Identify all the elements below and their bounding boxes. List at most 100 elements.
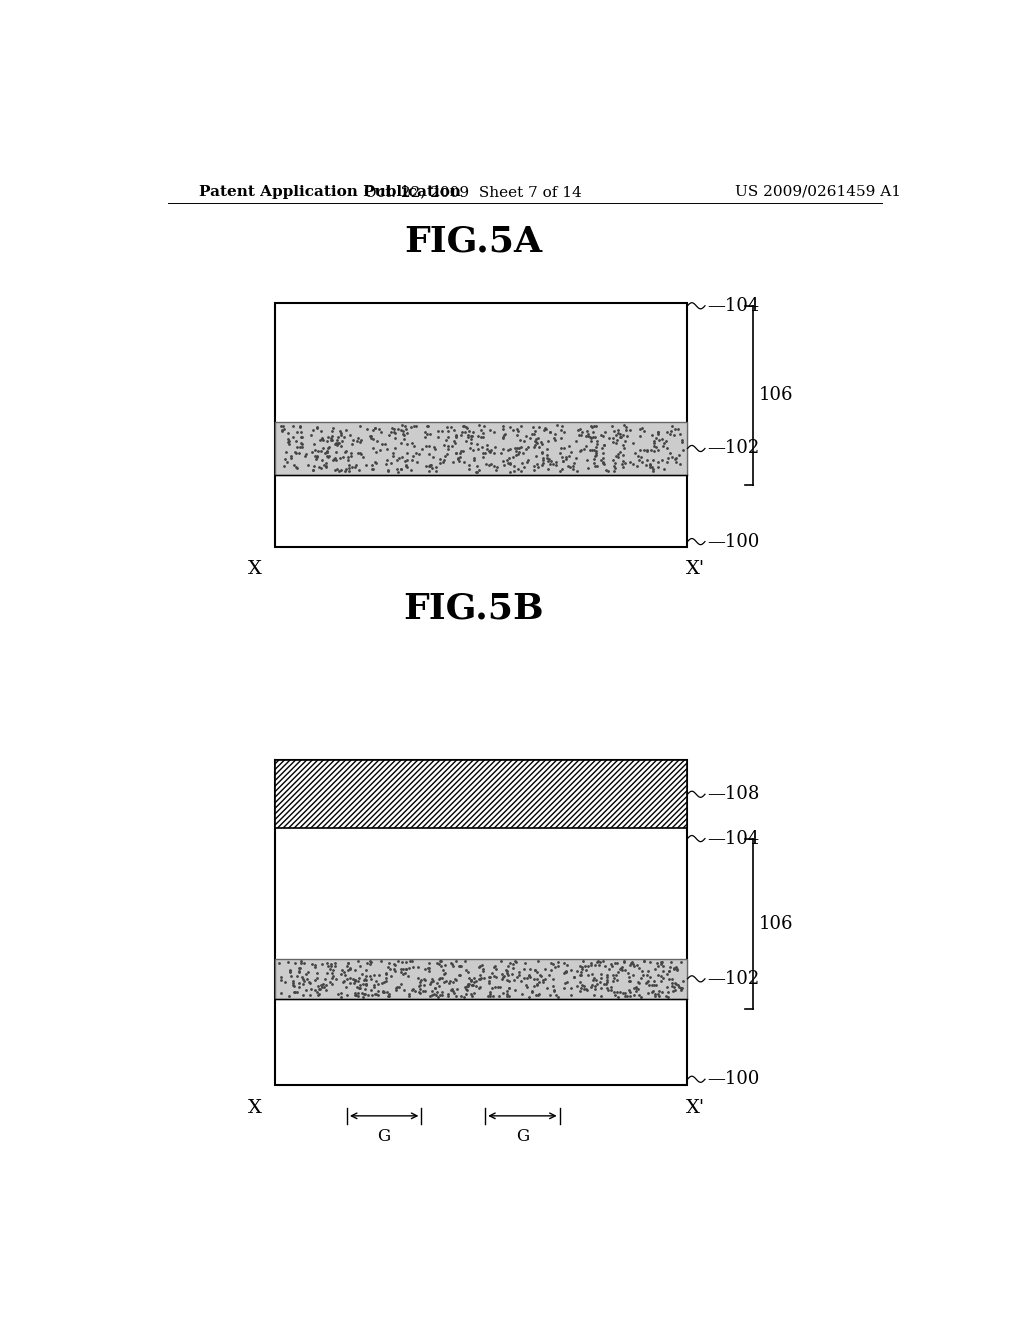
- Point: [276, 455, 293, 477]
- Point: [385, 418, 401, 440]
- Point: [298, 444, 314, 465]
- Point: [318, 455, 335, 477]
- Point: [478, 438, 495, 459]
- Point: [488, 966, 505, 987]
- Point: [583, 428, 599, 449]
- Point: [472, 977, 488, 998]
- Point: [519, 451, 536, 473]
- Point: [534, 433, 550, 454]
- Point: [351, 414, 368, 436]
- Point: [361, 426, 378, 447]
- Point: [572, 418, 589, 440]
- Point: [282, 960, 298, 981]
- Point: [443, 953, 460, 974]
- Point: [520, 450, 537, 471]
- Point: [662, 957, 678, 978]
- Point: [605, 970, 622, 991]
- Point: [424, 979, 440, 1001]
- Point: [292, 957, 308, 978]
- Point: [426, 983, 442, 1005]
- Point: [618, 420, 635, 441]
- Point: [427, 461, 443, 482]
- Text: 106: 106: [759, 387, 794, 404]
- Point: [641, 457, 657, 478]
- Point: [458, 417, 474, 438]
- Point: [273, 421, 290, 442]
- Point: [341, 458, 357, 479]
- Point: [392, 459, 409, 480]
- Point: [378, 454, 394, 475]
- Point: [516, 953, 532, 974]
- Point: [653, 428, 670, 449]
- Point: [586, 440, 602, 461]
- Point: [298, 979, 314, 1001]
- Point: [555, 451, 571, 473]
- Point: [586, 968, 602, 989]
- Point: [600, 461, 616, 482]
- Point: [658, 422, 675, 444]
- Point: [358, 418, 375, 440]
- Point: [452, 450, 468, 471]
- Point: [393, 414, 410, 436]
- Text: X: X: [248, 560, 262, 578]
- Point: [286, 426, 302, 447]
- Point: [286, 981, 302, 1002]
- Point: [456, 986, 472, 1007]
- Point: [522, 966, 539, 987]
- Point: [527, 430, 544, 451]
- Point: [464, 974, 480, 995]
- Point: [500, 961, 516, 982]
- Point: [324, 968, 340, 989]
- Point: [410, 957, 426, 978]
- Point: [636, 440, 652, 461]
- Point: [326, 965, 342, 986]
- Point: [621, 970, 637, 991]
- Point: [527, 960, 544, 981]
- Point: [670, 974, 686, 995]
- Point: [488, 457, 505, 478]
- Point: [357, 969, 374, 990]
- Point: [505, 957, 521, 978]
- Point: [628, 977, 644, 998]
- Point: [606, 461, 623, 482]
- Point: [356, 983, 373, 1005]
- Point: [510, 458, 526, 479]
- Point: [463, 983, 479, 1005]
- Point: [358, 973, 375, 994]
- Point: [436, 434, 453, 455]
- Point: [473, 436, 489, 457]
- Point: [527, 432, 544, 453]
- Point: [461, 420, 477, 441]
- Point: [587, 445, 603, 466]
- Point: [407, 981, 423, 1002]
- Point: [479, 434, 496, 455]
- Point: [478, 453, 495, 474]
- Point: [421, 444, 437, 465]
- Point: [461, 974, 477, 995]
- Point: [283, 445, 299, 466]
- Point: [647, 436, 664, 457]
- Point: [314, 437, 331, 458]
- Point: [654, 960, 671, 981]
- Point: [485, 442, 502, 463]
- Point: [439, 417, 456, 438]
- Point: [650, 985, 667, 1006]
- Point: [487, 459, 504, 480]
- Point: [667, 449, 683, 470]
- Point: [518, 974, 535, 995]
- Point: [362, 979, 379, 1001]
- Point: [622, 954, 638, 975]
- Point: [471, 968, 487, 989]
- Point: [636, 950, 652, 972]
- Point: [494, 968, 510, 989]
- Point: [587, 954, 603, 975]
- Point: [674, 977, 690, 998]
- Point: [303, 954, 319, 975]
- Point: [357, 455, 374, 477]
- Point: [499, 983, 515, 1005]
- Point: [398, 958, 415, 979]
- Point: [372, 440, 388, 461]
- Point: [495, 438, 511, 459]
- Point: [518, 438, 535, 459]
- Point: [331, 459, 347, 480]
